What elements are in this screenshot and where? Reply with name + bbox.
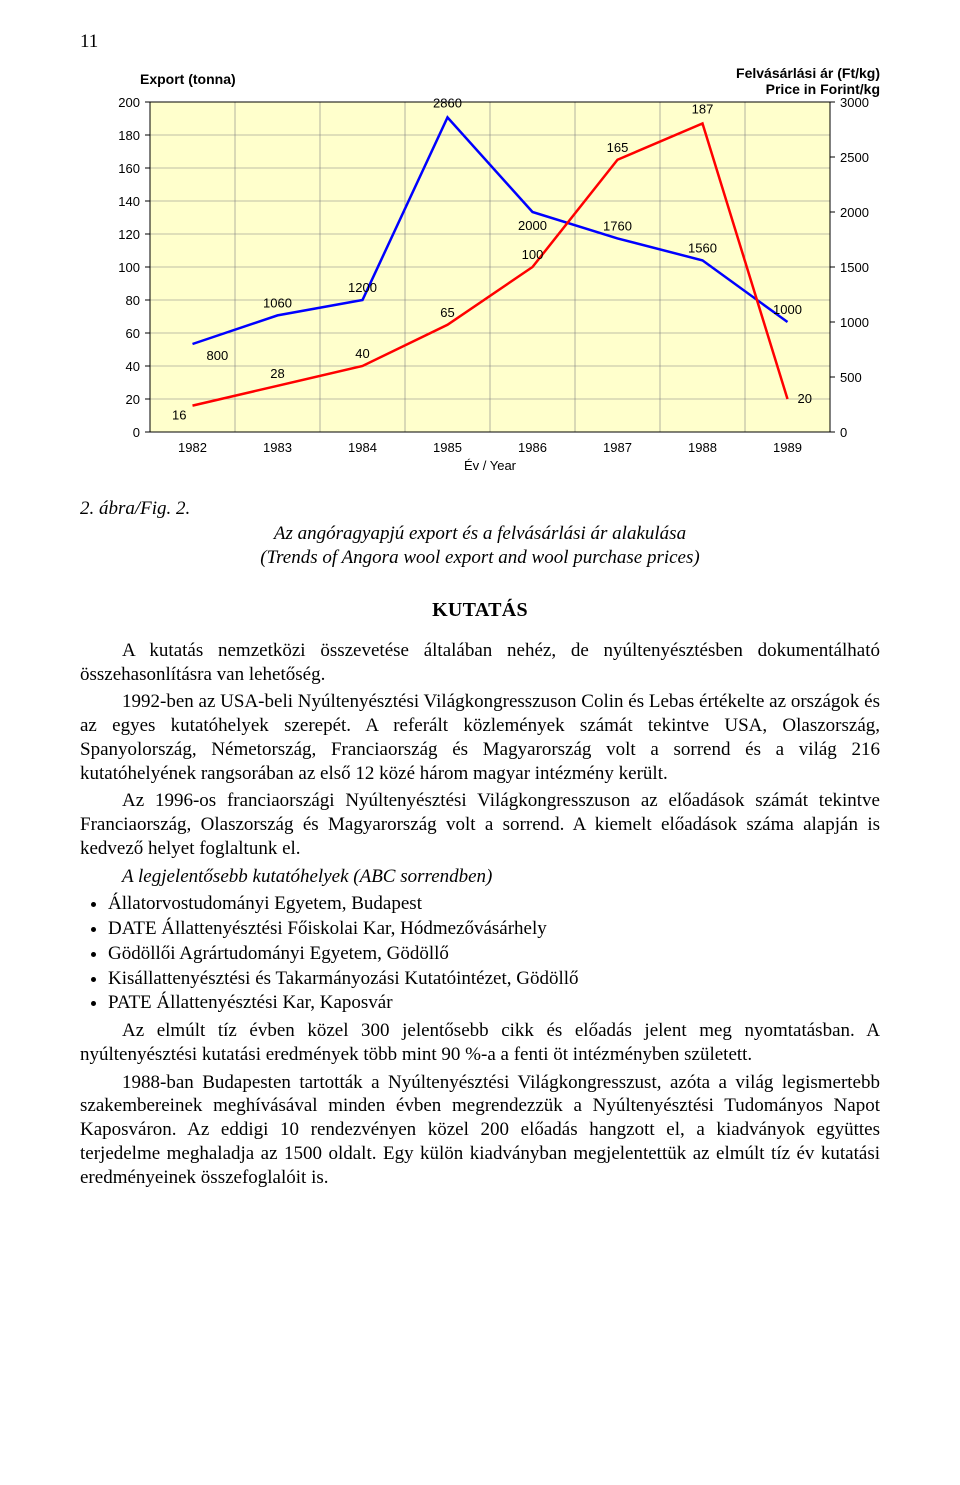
paragraph-2: 1992-ben az USA-beli Nyúltenyésztési Vil… <box>80 690 880 785</box>
svg-text:100: 100 <box>118 260 140 275</box>
svg-text:1988: 1988 <box>688 440 717 455</box>
paragraph-5: 1988-ban Budapesten tartották a Nyúlteny… <box>80 1071 880 1190</box>
svg-text:Év / Year: Év / Year <box>464 458 517 473</box>
paragraph-3: Az 1996-os franciaországi Nyúltenyésztés… <box>80 789 880 860</box>
section-heading: KUTATÁS <box>80 598 880 623</box>
svg-text:1983: 1983 <box>263 440 292 455</box>
chart-container: 0204060801001201401601802000500100015002… <box>80 62 900 489</box>
svg-text:65: 65 <box>440 305 454 320</box>
svg-text:1984: 1984 <box>348 440 377 455</box>
svg-text:1000: 1000 <box>773 302 802 317</box>
svg-text:1060: 1060 <box>263 295 292 310</box>
svg-text:140: 140 <box>118 194 140 209</box>
figure-caption: Az angóragyapjú export és a felvásárlási… <box>80 522 880 570</box>
figure-caption-label: 2. ábra/Fig. 2. <box>80 497 880 521</box>
svg-text:Felvásárlási ár (Ft/kg): Felvásárlási ár (Ft/kg) <box>736 65 880 81</box>
svg-text:120: 120 <box>118 227 140 242</box>
svg-text:40: 40 <box>126 359 140 374</box>
svg-text:1986: 1986 <box>518 440 547 455</box>
svg-text:187: 187 <box>692 101 714 116</box>
svg-text:16: 16 <box>172 407 186 422</box>
caption-line-2: (Trends of Angora wool export and wool p… <box>260 547 699 568</box>
svg-text:Export (tonna): Export (tonna) <box>140 71 236 87</box>
svg-text:1987: 1987 <box>603 440 632 455</box>
svg-text:60: 60 <box>126 326 140 341</box>
svg-text:165: 165 <box>607 140 629 155</box>
svg-text:80: 80 <box>126 293 140 308</box>
svg-text:2500: 2500 <box>840 150 869 165</box>
institution-item: Állatorvostudományi Egyetem, Budapest <box>108 892 880 916</box>
institution-item: PATE Állattenyésztési Kar, Kaposvár <box>108 991 880 1015</box>
svg-text:1989: 1989 <box>773 440 802 455</box>
svg-text:28: 28 <box>270 366 284 381</box>
svg-text:3000: 3000 <box>840 95 869 110</box>
svg-text:1000: 1000 <box>840 315 869 330</box>
page-number: 11 <box>80 30 880 54</box>
svg-text:1200: 1200 <box>348 280 377 295</box>
svg-text:1982: 1982 <box>178 440 207 455</box>
svg-text:1760: 1760 <box>603 218 632 233</box>
svg-text:1985: 1985 <box>433 440 462 455</box>
svg-text:20: 20 <box>126 392 140 407</box>
svg-text:200: 200 <box>118 95 140 110</box>
paragraph-1: A kutatás nemzetközi összevetése általáb… <box>80 639 880 687</box>
institutions-list: Állatorvostudományi Egyetem, BudapestDAT… <box>80 892 880 1015</box>
institution-item: Kisállattenyésztési és Takarmányozási Ku… <box>108 967 880 991</box>
institutions-heading: A legjelentősebb kutatóhelyek (ABC sorre… <box>80 865 880 889</box>
svg-text:1560: 1560 <box>688 240 717 255</box>
svg-text:500: 500 <box>840 370 862 385</box>
svg-text:800: 800 <box>207 348 229 363</box>
svg-text:100: 100 <box>522 247 544 262</box>
svg-text:0: 0 <box>840 425 847 440</box>
svg-text:20: 20 <box>798 391 812 406</box>
svg-text:160: 160 <box>118 161 140 176</box>
svg-text:180: 180 <box>118 128 140 143</box>
svg-text:40: 40 <box>355 346 369 361</box>
svg-text:2000: 2000 <box>840 205 869 220</box>
svg-text:1500: 1500 <box>840 260 869 275</box>
svg-text:2860: 2860 <box>433 95 462 110</box>
svg-text:Price in Forint/kg: Price in Forint/kg <box>766 81 880 97</box>
svg-text:2000: 2000 <box>518 218 547 233</box>
caption-line-1: Az angóragyapjú export és a felvásárlási… <box>274 523 686 544</box>
svg-text:0: 0 <box>133 425 140 440</box>
paragraph-4: Az elmúlt tíz évben közel 300 jelentőseb… <box>80 1019 880 1067</box>
chart-svg: 0204060801001201401601802000500100015002… <box>80 62 900 482</box>
institution-item: DATE Állattenyésztési Főiskolai Kar, Hód… <box>108 917 880 941</box>
institution-item: Gödöllői Agrártudományi Egyetem, Gödöllő <box>108 942 880 966</box>
